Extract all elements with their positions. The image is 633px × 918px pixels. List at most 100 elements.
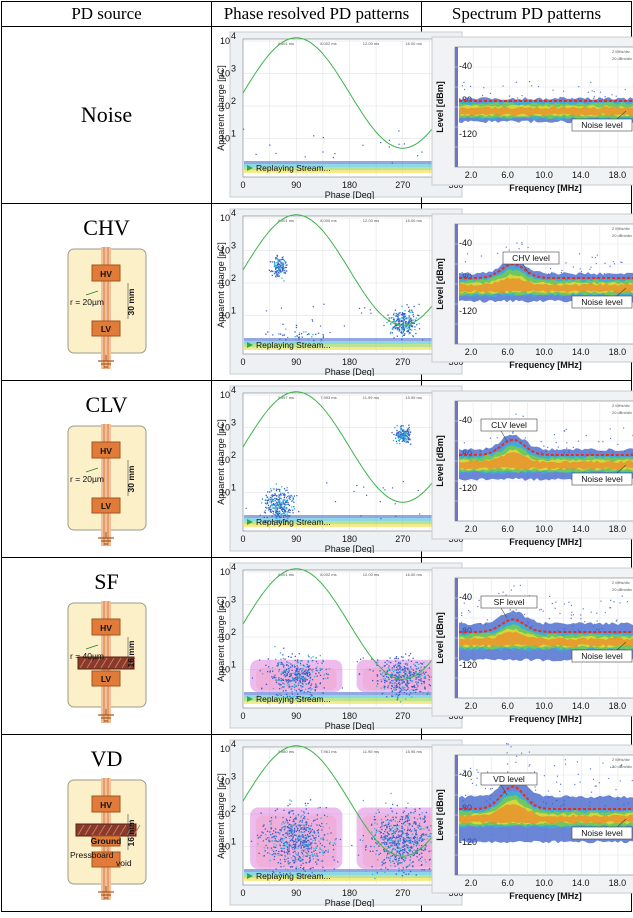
noise-floor-band [244,341,455,344]
y-axis-label: Apparent charge [pC] [216,596,226,682]
pd-pulse-point [414,686,416,689]
spectrum-trace-point [600,451,602,453]
pd-pulse-point [426,827,428,829]
pd-pulse-point [389,657,391,659]
pd-pulse-point [408,837,410,839]
pd-pulse-point [396,433,398,435]
pd-pulse-point [276,272,278,275]
pd-pulse-point [396,823,398,826]
pd-pulse-point [288,685,290,687]
spectrum-trace-point [579,781,581,783]
pd-pulse-point [302,692,304,694]
pd-pulse-point [280,265,283,267]
pd-pulse-point [405,439,408,441]
pd-pulse-point [405,807,407,809]
pd-pulse-point [399,690,401,692]
pd-pulse-point [306,672,309,675]
pd-pulse-point [281,267,283,269]
pd-pulse-point [397,861,399,863]
pd-pulse-point [307,826,309,829]
pd-pulse-point [416,825,419,827]
pd-pulse-point [398,687,401,689]
y-tick-exponent: 4 [231,739,236,749]
noise-level-pointer [616,287,627,297]
pd-pulse-point [402,332,404,334]
pd-pulse-point [373,828,376,830]
pd-pulse-point [294,859,296,861]
pd-pulse-point [400,834,402,836]
pd-pulse-point [299,660,301,662]
pd-pulse-point [281,848,283,850]
pd-pulse-point [271,837,273,839]
pd-pulse-point [281,256,283,259]
radius-label: r = 20µm [70,297,104,307]
spectrum-trace-point [490,794,492,797]
pd-pulse-point [391,842,394,844]
spectrum-trace-point [591,90,593,92]
pd-pulse-point [385,867,387,869]
pd-pulse-point [275,694,277,696]
pd-pulse-point [297,840,299,842]
pd-pulse-point [271,840,273,842]
spectrum-trace-point [572,266,574,268]
pd-level-box [502,251,560,265]
pd-pulse-point [289,498,291,501]
pd-pulse-point [292,810,294,812]
pd-pulse-point [283,809,285,811]
spectrum-trace-point [563,452,565,454]
noise-point [413,685,415,687]
pd-pulse-point [307,835,309,837]
pd-pulse-point [293,685,295,687]
pd-pulse-point [415,874,417,876]
pd-pulse-point [394,687,396,689]
noise-point [311,319,313,321]
pd-pulse-point [293,831,295,834]
pd-pulse-point [304,818,306,820]
pd-pulse-point [390,317,392,319]
pd-pulse-point [304,816,306,818]
span-scale-label: 2 MHz/div [612,757,630,762]
pd-pulse-point [320,338,322,341]
pd-pulse-point [285,836,287,839]
pd-pulse-point [404,676,406,678]
spectrum-trace-point [619,780,621,782]
pd-pulse-point [314,690,316,692]
pd-pulse-point [391,830,393,832]
pd-pulse-point [290,675,292,677]
pd-pulse-point [270,490,273,492]
pd-pulse-point [273,261,275,263]
pd-pulse-point [282,671,284,674]
spectrum-trace-point [594,256,597,259]
pd-pulse-point [290,656,292,658]
pd-pulse-point [272,507,274,509]
pd-pulse-point [389,837,391,839]
x-tick-label: 90 [291,357,301,367]
phase-cell: 4.001 ms 8.000 ms 12.00 ms 16.00 ms 10 1 10 2 10… [211,203,464,381]
pd-pulse-point [285,339,287,341]
pd-pulse-point [288,668,291,670]
spectrum-trace-point [570,617,572,619]
pd-pulse-point [272,700,274,702]
spectrum-trace-point [516,97,519,99]
pd-pulse-point [415,845,418,847]
pd-pulse-point [380,818,383,821]
pd-pulse-point [307,848,309,851]
pd-pulse-point [276,267,278,269]
noise-point [323,303,325,305]
pd-pulse-point [295,838,297,840]
play-icon [247,696,253,702]
spectrum-trace-point [467,253,469,255]
y-tick-exponent: 2 [231,273,236,283]
pd-pulse-point [271,270,273,272]
pd-pulse-point [309,687,311,689]
pd-pulse-point [301,827,303,829]
x-axis-label: Phase [Deg] [325,721,375,730]
pd-pulse-point [400,689,403,691]
pd-pulse-point [408,324,410,327]
pd-pulse-point [275,517,277,519]
pd-pulse-point [413,843,415,846]
pd-pulse-point [260,812,262,814]
pd-pulse-point [288,811,290,813]
